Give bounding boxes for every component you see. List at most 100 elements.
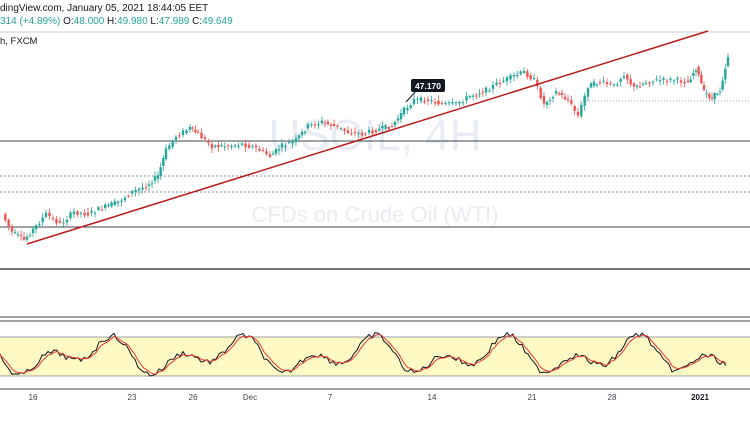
candle-body[interactable] bbox=[147, 184, 151, 186]
candle-body[interactable] bbox=[44, 212, 48, 217]
candle-body[interactable] bbox=[566, 99, 570, 101]
candle-body[interactable] bbox=[153, 176, 157, 181]
candle-body[interactable] bbox=[374, 130, 378, 133]
candle-body[interactable] bbox=[48, 212, 51, 217]
candle-body[interactable] bbox=[461, 102, 465, 104]
candle-body[interactable] bbox=[25, 236, 29, 240]
candle-body[interactable] bbox=[200, 132, 203, 139]
candle-body[interactable] bbox=[254, 145, 258, 148]
candle-body[interactable] bbox=[137, 188, 141, 191]
candle-body[interactable] bbox=[536, 79, 539, 87]
candle-body[interactable] bbox=[244, 143, 247, 148]
candle-body[interactable] bbox=[505, 77, 509, 82]
candle-body[interactable] bbox=[522, 70, 526, 74]
candle-body[interactable] bbox=[700, 74, 703, 84]
candle-body[interactable] bbox=[203, 137, 207, 139]
candle-body[interactable] bbox=[545, 101, 549, 105]
candle-body[interactable] bbox=[542, 96, 546, 104]
candle-body[interactable] bbox=[329, 124, 333, 126]
candle-body[interactable] bbox=[641, 83, 645, 85]
candle-body[interactable] bbox=[702, 85, 706, 90]
candle-body[interactable] bbox=[178, 135, 181, 137]
candle-body[interactable] bbox=[336, 125, 339, 127]
candle-body[interactable] bbox=[339, 128, 343, 130]
candle-body[interactable] bbox=[287, 142, 291, 144]
candle-body[interactable] bbox=[426, 99, 430, 102]
candle-body[interactable] bbox=[721, 80, 724, 90]
candle-body[interactable] bbox=[648, 82, 651, 84]
candle-body[interactable] bbox=[387, 126, 390, 130]
candle-body[interactable] bbox=[320, 120, 324, 123]
candle-body[interactable] bbox=[529, 75, 532, 80]
candle-body[interactable] bbox=[655, 79, 658, 81]
candle-body[interactable] bbox=[159, 167, 162, 177]
candle-body[interactable] bbox=[62, 222, 65, 224]
candle-body[interactable] bbox=[662, 77, 665, 80]
candle-body[interactable] bbox=[28, 235, 32, 237]
candle-body[interactable] bbox=[207, 140, 210, 143]
price-tag-box[interactable] bbox=[411, 79, 445, 92]
candle-body[interactable] bbox=[326, 121, 330, 124]
candle-body[interactable] bbox=[294, 138, 298, 142]
candle-body[interactable] bbox=[346, 130, 350, 134]
candle-body[interactable] bbox=[271, 153, 275, 155]
candle-body[interactable] bbox=[516, 74, 519, 77]
candle-body[interactable] bbox=[586, 88, 590, 97]
candle-body[interactable] bbox=[519, 71, 522, 75]
candle-body[interactable] bbox=[120, 200, 123, 202]
candle-body[interactable] bbox=[251, 146, 254, 148]
candle-body[interactable] bbox=[300, 131, 304, 136]
candle-body[interactable] bbox=[258, 148, 261, 151]
candle-body[interactable] bbox=[38, 223, 41, 226]
candle-body[interactable] bbox=[651, 81, 655, 83]
candle-body[interactable] bbox=[402, 107, 406, 115]
candle-body[interactable] bbox=[343, 128, 346, 131]
candle-body[interactable] bbox=[247, 144, 251, 148]
candle-body[interactable] bbox=[689, 79, 692, 82]
candle-body[interactable] bbox=[437, 100, 440, 105]
candle-body[interactable] bbox=[598, 82, 602, 84]
candle-body[interactable] bbox=[100, 209, 104, 211]
candle-body[interactable] bbox=[367, 129, 371, 133]
candle-body[interactable] bbox=[622, 76, 626, 78]
candle-body[interactable] bbox=[214, 145, 217, 147]
candle-body[interactable] bbox=[573, 105, 576, 111]
candle-body[interactable] bbox=[116, 201, 120, 204]
candle-body[interactable] bbox=[31, 228, 35, 234]
candle-body[interactable] bbox=[458, 102, 461, 104]
candle-body[interactable] bbox=[551, 97, 555, 99]
candle-body[interactable] bbox=[306, 124, 310, 129]
candle-body[interactable] bbox=[277, 149, 281, 151]
candle-body[interactable] bbox=[390, 125, 394, 127]
candle-body[interactable] bbox=[638, 86, 642, 88]
candle-body[interactable] bbox=[317, 123, 320, 126]
stoch-k-line[interactable] bbox=[0, 331, 727, 377]
candle-body[interactable] bbox=[724, 68, 727, 80]
candle-body[interactable] bbox=[194, 129, 197, 133]
candle-body[interactable] bbox=[635, 85, 639, 88]
candle-body[interactable] bbox=[280, 143, 284, 148]
trend-line[interactable] bbox=[26, 30, 709, 245]
candle-body[interactable] bbox=[686, 80, 690, 83]
candle-body[interactable] bbox=[710, 97, 714, 99]
candle-body[interactable] bbox=[570, 100, 573, 104]
candle-body[interactable] bbox=[419, 97, 423, 102]
candle-body[interactable] bbox=[592, 81, 596, 86]
candle-body[interactable] bbox=[697, 66, 700, 75]
candle-body[interactable] bbox=[612, 84, 616, 86]
candle-body[interactable] bbox=[478, 93, 481, 95]
candle-body[interactable] bbox=[589, 83, 593, 88]
candle-body[interactable] bbox=[539, 87, 542, 99]
candle-body[interactable] bbox=[371, 130, 374, 134]
candle-body[interactable] bbox=[548, 100, 552, 102]
candle-body[interactable] bbox=[440, 102, 444, 104]
candle-body[interactable] bbox=[708, 94, 711, 98]
candle-body[interactable] bbox=[683, 82, 686, 84]
candle-body[interactable] bbox=[217, 144, 220, 148]
candle-body[interactable] bbox=[164, 148, 168, 160]
candle-body[interactable] bbox=[718, 91, 722, 93]
candle-body[interactable] bbox=[310, 124, 313, 126]
candle-body[interactable] bbox=[360, 132, 364, 136]
candle-body[interactable] bbox=[713, 92, 716, 100]
candle-body[interactable] bbox=[350, 133, 353, 135]
